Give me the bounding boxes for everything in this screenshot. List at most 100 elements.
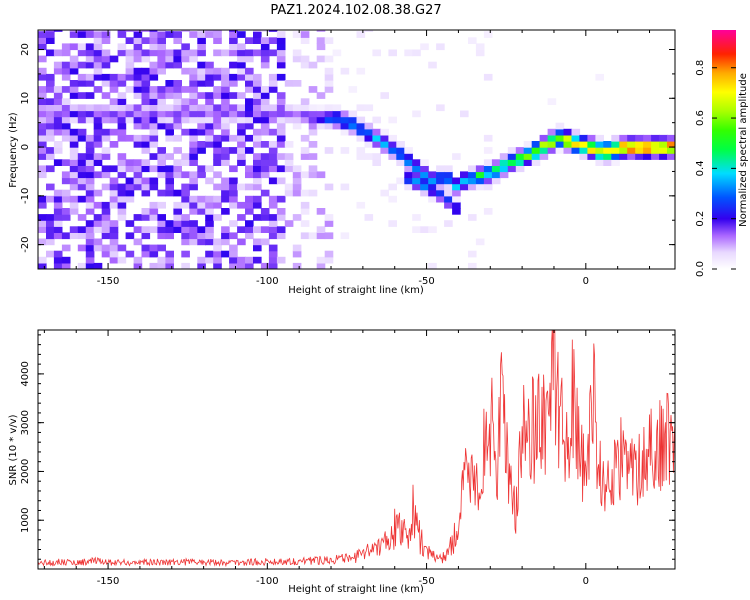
spectrogram-cell [109,165,119,173]
spectrogram-cell [173,122,182,130]
spectrogram-cell [38,98,47,105]
spectrogram-cell [85,220,95,227]
spectrogram-cell [149,201,159,209]
spectrogram-cell [93,134,103,142]
spectrogram-cell [221,134,230,142]
spectrogram-cell [268,147,278,154]
spectrogram-cell [324,86,334,93]
spectrogram-cell [300,134,310,142]
spectrogram-cell [125,49,135,57]
spectrogram-cell [109,141,119,148]
spectrogram-cell [452,201,461,209]
spectrogram-cell [221,177,230,185]
spectrogram-cell [436,104,445,112]
y-tick-label: 0 [20,144,31,150]
spectrogram-cell [173,134,182,142]
spectrogram-cell [253,31,262,38]
spectrogram-cell [412,165,421,173]
spectrogram-cell [101,61,111,69]
spectrogram-cell [452,195,461,203]
spectrogram-cell [38,262,47,269]
spectrogram-cell [125,110,135,118]
spectrogram-cell [229,256,238,264]
spectrogram-cell [428,61,437,69]
spectrogram-cell [46,122,55,130]
spectrogram-cell [189,67,198,75]
spectrogram-cell [165,262,174,269]
spectrogram-cell [237,128,246,136]
spectrogram-cell [157,153,166,160]
spectrogram-cell [404,183,413,191]
spectrogram-cell [173,208,182,215]
spectrogram-cell [499,159,509,166]
spectrogram-cell [205,31,214,38]
spectrogram-cell [157,244,166,252]
spectrogram-cell [659,153,668,160]
spectrogram-cell [69,208,79,215]
spectrogram-cell [260,208,270,215]
spectrogram-cell [165,92,174,99]
spectrogram-cell [157,31,166,38]
spectrogram-cell [253,214,262,221]
spectrogram-cell [46,238,55,246]
spectrogram-cell [165,165,174,173]
spectrogram-cell [157,201,166,209]
spectrogram-cell [356,67,366,75]
spectrogram-cell [284,141,294,148]
spectrogram-frame [37,29,676,270]
spectrogram-cell [85,159,95,166]
spectrogram-cell [93,122,103,130]
spectrogram-cell [61,195,71,203]
spectrogram-cell [253,98,262,105]
spectrogram-cell [253,165,262,173]
spectrogram-cell [149,67,159,75]
spectrogram-cell [276,98,286,105]
spectrogram-cell [268,159,278,166]
spectrogram-cell [213,183,222,191]
spectrogram-cell [380,141,389,148]
spectrogram-cell [348,116,358,124]
spectrogram-cell [245,98,254,105]
spectrogram-cell [93,104,103,112]
spectrogram-cell [388,49,397,57]
spectrogram-cell [93,61,103,69]
spectrogram-cell [292,122,302,130]
spectrogram-cell [253,30,262,32]
spectrogram-cell [165,110,174,118]
spectrogram-cell [61,214,71,221]
y-tick-label: -10 [20,188,31,204]
spectrogram-cell [46,147,55,154]
spectrogram-cell [189,110,198,118]
spectrogram-cell [133,141,143,148]
spectrogram-cell [380,134,389,142]
spectrogram-cell [276,153,286,160]
spectrogram-cell [276,134,286,142]
spectrogram-cell [69,165,79,173]
spectrogram-cell [149,250,159,258]
spectrogram-cell [53,256,63,264]
spectrogram-cell [292,55,302,63]
spectrogram-cell [659,134,668,142]
spectrogram-cell [213,30,222,32]
spectrogram-cell [229,177,238,185]
spectrogram-cell [157,37,166,44]
spectrogram-cell [133,116,143,124]
spectrogram-cell [571,128,581,136]
spectrogram-cell [324,110,334,118]
spectrogram-cell [133,177,143,185]
spectrogram-cell [133,256,143,264]
spectrogram-cell [38,116,47,124]
spectrogram-cell [53,67,63,75]
spectrogram-cell [157,55,166,63]
y-tick-label: 2000 [20,459,31,484]
spectrogram-cell [268,86,278,93]
spectrogram-cell [109,104,119,112]
spectrogram-cell [69,61,79,69]
spectrogram-cell [388,220,397,227]
spectrogram-cell [85,244,95,252]
spectrogram-cell [300,189,310,197]
spectrogram-cell [579,153,588,160]
spectrogram-cell [412,214,421,221]
spectrogram-cell [93,86,103,93]
spectrogram-cell [268,220,278,227]
